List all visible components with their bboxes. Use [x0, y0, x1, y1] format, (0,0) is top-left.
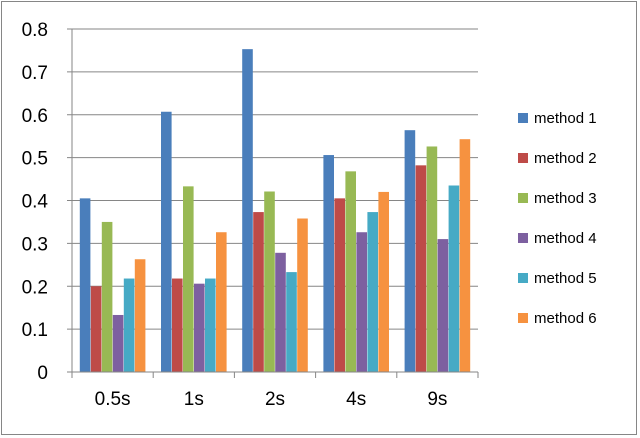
bar-method-5-0.5s [123, 278, 135, 372]
legend-swatch [518, 153, 528, 163]
bar-method-1-4s [323, 155, 334, 372]
y-tick-label: 0.6 [22, 106, 48, 127]
y-tick-label: 0.3 [22, 234, 48, 255]
bar-method-2-2s [253, 212, 264, 372]
bar-method-4-2s [275, 252, 286, 372]
bar-method-3-2s [264, 191, 275, 372]
bar-method-3-9s [426, 146, 438, 372]
x-tick-label: 2s [265, 389, 285, 410]
y-tick-label: 0.4 [22, 192, 49, 213]
y-tick-label: 0 [37, 363, 48, 384]
x-tick-label: 9s [427, 389, 447, 410]
y-tick-label: 0.2 [22, 277, 48, 298]
legend-label: method 5 [534, 270, 597, 287]
bar-method-1-0.5s [79, 198, 91, 372]
y-tick-label: 0.8 [22, 20, 48, 41]
bar-method-4-1s [194, 283, 205, 372]
y-tick-label: 0.1 [22, 320, 48, 341]
bar-method-4-4s [356, 232, 367, 372]
bar-method-6-2s [297, 218, 308, 372]
legend-label: method 4 [534, 230, 597, 247]
bar-method-5-4s [367, 212, 378, 372]
bar-method-6-0.5s [134, 259, 146, 372]
bar-method-2-9s [415, 165, 427, 372]
bar-method-5-1s [205, 278, 216, 372]
y-tick-label: 0.5 [22, 149, 48, 170]
bar-method-2-1s [172, 278, 183, 372]
legend-label: method 1 [534, 110, 597, 127]
bar-method-5-2s [286, 272, 297, 372]
bars [79, 49, 471, 373]
bar-method-6-4s [378, 191, 389, 372]
bar-method-2-4s [334, 198, 345, 372]
bar-method-1-1s [161, 111, 172, 372]
legend-swatch [518, 273, 528, 283]
legend-swatch [518, 233, 528, 243]
bar-method-4-0.5s [112, 314, 124, 372]
bar-method-3-0.5s [101, 221, 113, 372]
x-tick-label: 1s [184, 389, 204, 410]
legend: method 1 method 2 method 3 method 4 method 5… [518, 110, 597, 327]
bar-method-4-9s [437, 239, 449, 372]
bar-method-5-9s [448, 185, 460, 372]
x-tick-label: 4s [346, 389, 366, 410]
axes: 0 0.1 0.2 0.3 0.4 0.5 0.6 0.7 0.8 0.5s 1s 2s 4s 9s [22, 20, 479, 410]
legend-swatch [518, 193, 528, 203]
bar-method-3-4s [345, 171, 356, 372]
legend-label: method 2 [534, 150, 597, 167]
legend-label: method 6 [534, 310, 597, 327]
y-tick-label: 0.7 [22, 63, 48, 84]
bar-method-6-1s [216, 232, 227, 372]
bar-method-1-9s [404, 130, 416, 372]
legend-swatch [518, 313, 528, 323]
legend-label: method 3 [534, 190, 597, 207]
legend-swatch [518, 113, 528, 123]
x-tick-label: 0.5s [95, 389, 131, 410]
bar-method-2-0.5s [90, 286, 102, 372]
bar-method-6-9s [459, 139, 471, 372]
bar-method-3-1s [183, 186, 194, 372]
bar-method-1-2s [242, 49, 253, 373]
